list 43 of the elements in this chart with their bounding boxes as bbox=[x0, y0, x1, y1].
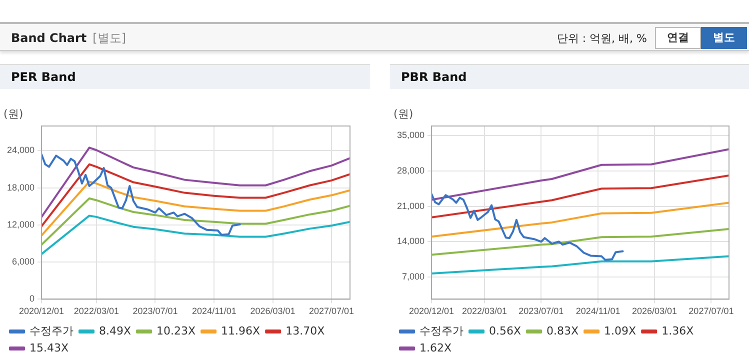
y-axis-title: (원) bbox=[4, 107, 24, 120]
x-tick-label: 2020/12/01 bbox=[409, 306, 454, 316]
y-tick-label: 21,000 bbox=[396, 200, 425, 211]
y-tick-label: 14,000 bbox=[396, 236, 425, 246]
x-tick-label: 2022/03/01 bbox=[74, 306, 119, 316]
x-tick-label: 2026/03/01 bbox=[250, 306, 296, 316]
y-tick-label: 35,000 bbox=[396, 130, 425, 140]
legend-label: 10.23X bbox=[156, 324, 196, 338]
legend-label: 8.49X bbox=[99, 324, 132, 338]
y-tick-label: 6,000 bbox=[12, 256, 35, 267]
y-tick-label: 7,000 bbox=[402, 271, 425, 282]
y-tick-label: 12,000 bbox=[6, 219, 35, 230]
x-tick-label: 2022/03/01 bbox=[462, 306, 508, 316]
x-tick-label: 2024/11/01 bbox=[576, 306, 620, 316]
legend-label: 13.70X bbox=[286, 324, 326, 338]
text: [별도] bbox=[92, 31, 126, 45]
legend-label: 1.36X bbox=[662, 324, 694, 338]
x-tick-label: 2023/07/01 bbox=[518, 306, 564, 316]
chart-title: PBR Band bbox=[390, 64, 749, 89]
x-tick-label: 2020/12/01 bbox=[19, 306, 64, 316]
legend-label: 0.83X bbox=[546, 324, 580, 338]
x-tick-label: 2024/11/01 bbox=[192, 306, 236, 316]
x-tick-label: 2027/07/01 bbox=[688, 306, 734, 316]
legend-label: 수정주가 bbox=[420, 324, 464, 338]
chart-title: PER Band bbox=[0, 64, 370, 89]
legend-label: 수정주가 bbox=[30, 324, 74, 338]
x-tick-label: 2026/03/01 bbox=[632, 306, 678, 316]
y-tick-label: 18,000 bbox=[6, 182, 35, 192]
legend-label: 15.43X bbox=[30, 341, 69, 354]
legend-label: 1.62X bbox=[420, 341, 452, 354]
text: 별도 bbox=[701, 27, 747, 49]
y-tick-label: 0 bbox=[30, 294, 35, 304]
y-axis-title: (원) bbox=[394, 107, 414, 120]
legend-label: 1.09X bbox=[604, 324, 637, 338]
y-tick-label: 28,000 bbox=[396, 165, 425, 176]
text: Band Chart bbox=[11, 31, 87, 45]
legend-label: 0.56X bbox=[489, 324, 522, 338]
y-tick-label: 24,000 bbox=[6, 145, 35, 156]
legend-label: 11.96X bbox=[221, 324, 261, 338]
text: 단위 : 억원, 배, % bbox=[556, 31, 647, 46]
x-tick-label: 2023/07/01 bbox=[132, 306, 178, 316]
text: 연결 bbox=[655, 27, 701, 49]
x-tick-label: 2027/07/01 bbox=[309, 306, 354, 316]
